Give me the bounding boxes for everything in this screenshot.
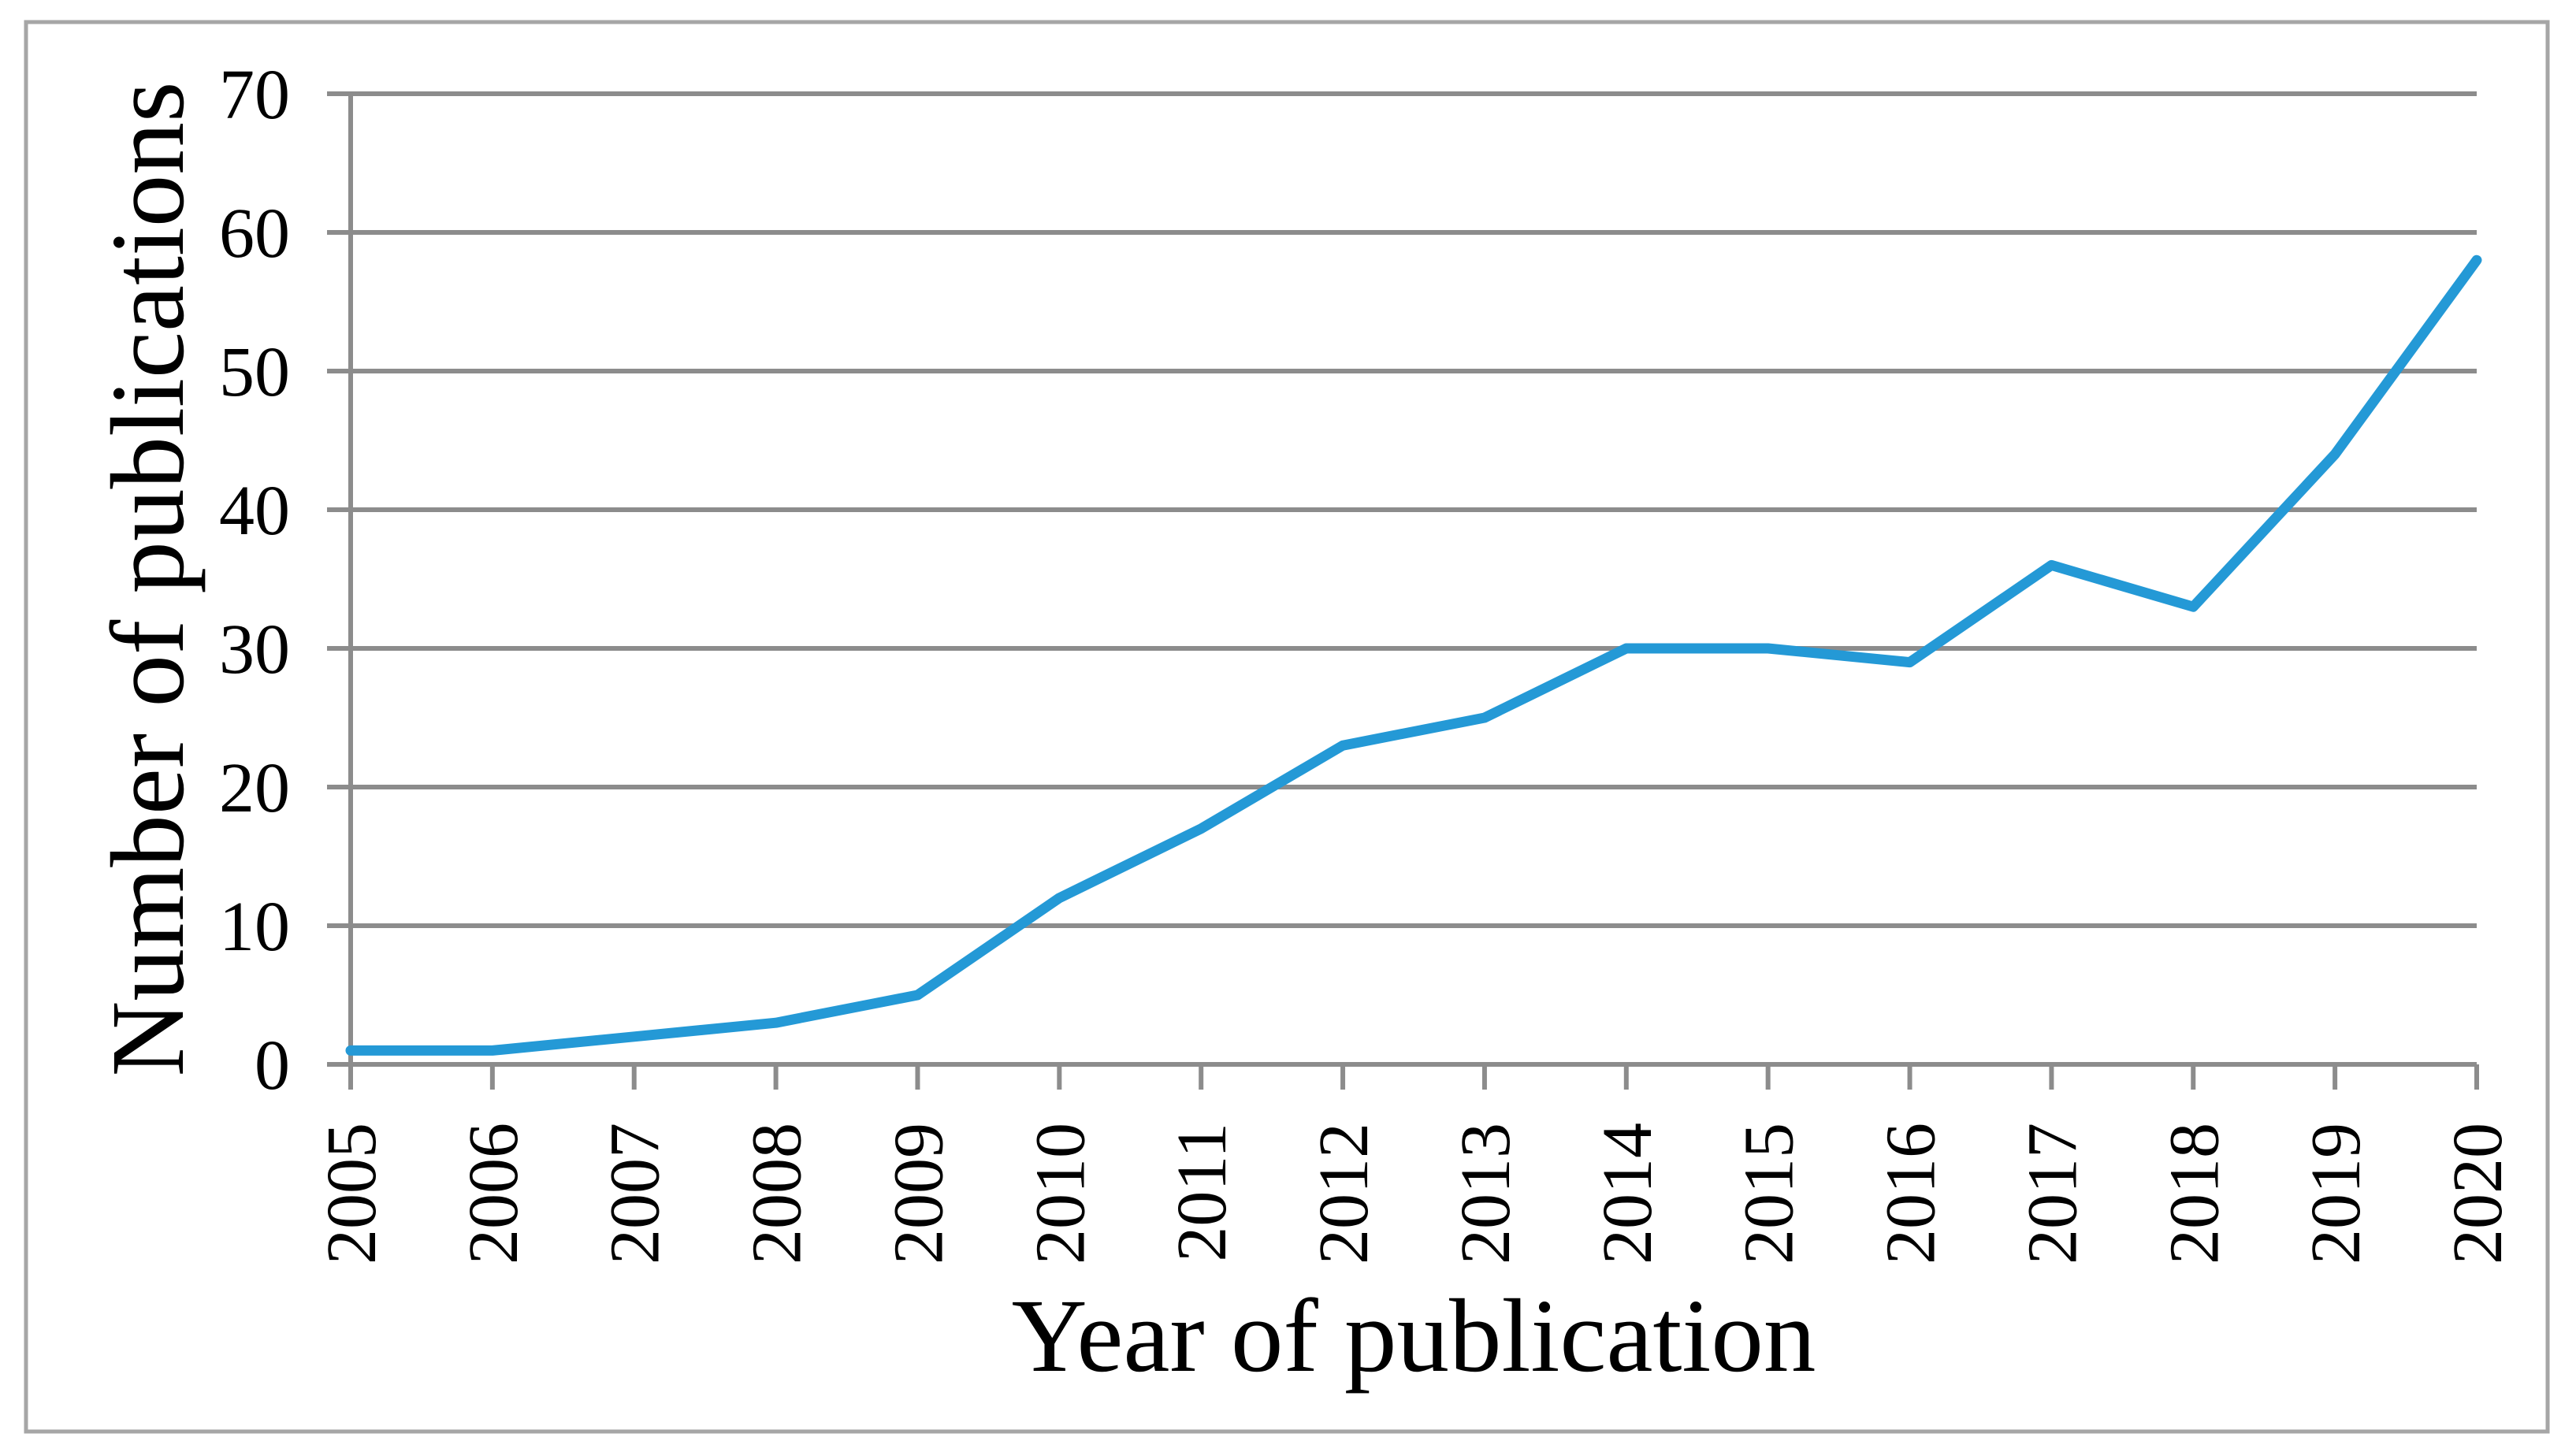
figure-border (24, 20, 2550, 1434)
x-tick-label-2006: 2006 (455, 1123, 533, 1264)
y-tick-label-70: 70 (219, 56, 290, 134)
x-tick-label-2012: 2012 (1305, 1123, 1383, 1264)
x-tick-label-2013: 2013 (1447, 1123, 1525, 1264)
y-tick-label-10: 10 (219, 888, 290, 966)
gridlines (327, 91, 2477, 1067)
x-tick-label-2019: 2019 (2297, 1123, 2375, 1264)
x-tick-label-2008: 2008 (738, 1123, 816, 1264)
data-series (345, 254, 2482, 1056)
y-tick-label-0: 0 (255, 1027, 290, 1105)
y-tick-label-30: 30 (219, 611, 290, 689)
x-axis-title: Year of publication (1012, 1277, 1816, 1394)
tick-labels: 0 10 20 30 40 50 60 70 2005 2006 2007 2008 2009 2010 2… (219, 56, 2517, 1264)
x-tick-label-2016: 2016 (1872, 1123, 1950, 1264)
axes (327, 94, 2479, 1090)
publications-series-line (345, 254, 2482, 1056)
x-tick-label-2005: 2005 (313, 1123, 391, 1264)
x-tick-label-2020: 2020 (2439, 1123, 2517, 1264)
y-tick-label-20: 20 (219, 749, 290, 827)
x-tick-label-2014: 2014 (1589, 1123, 1667, 1264)
x-tick-label-2015: 2015 (1730, 1123, 1808, 1264)
x-tick-label-2018: 2018 (2155, 1123, 2233, 1264)
x-tick-label-2010: 2010 (1021, 1123, 1099, 1264)
y-tick-label-50: 50 (219, 333, 290, 411)
x-tick-label-2017: 2017 (2013, 1123, 2091, 1264)
x-tick-label-2009: 2009 (879, 1123, 957, 1264)
y-tick-label-40: 40 (219, 472, 290, 550)
x-tick-label-2011: 2011 (1163, 1123, 1241, 1262)
y-axis-title: Number of publications (89, 81, 206, 1076)
x-tick-label-2007: 2007 (597, 1123, 675, 1264)
y-tick-label-60: 60 (219, 195, 290, 273)
